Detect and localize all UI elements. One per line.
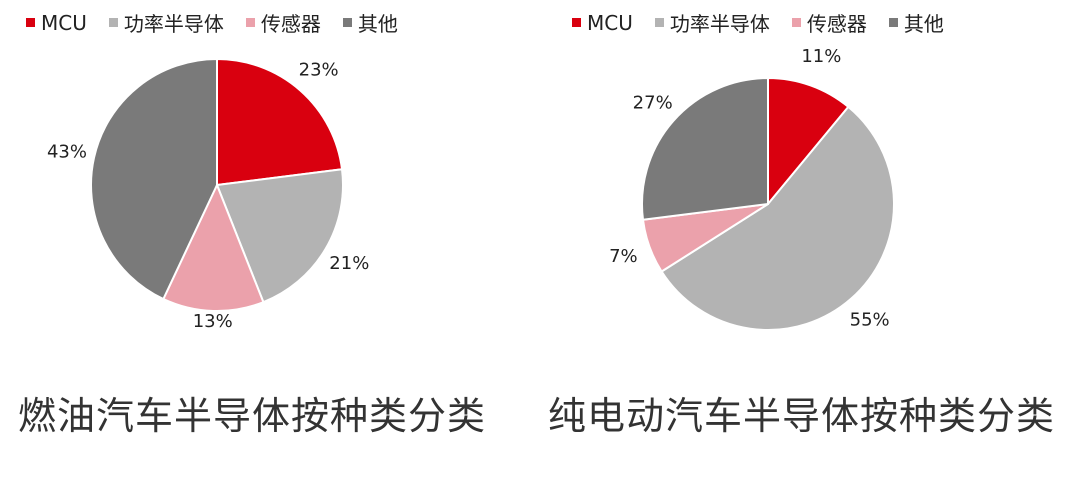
legend-item: 其他	[888, 8, 944, 37]
pie-slice-0-3	[90, 57, 218, 301]
legend-swatch	[245, 18, 255, 27]
legend-right: MCU 功率半导体 传感器 其他	[572, 8, 966, 37]
pie-slice-0-0	[216, 57, 344, 187]
legend-label: 功率半导体	[123, 12, 224, 36]
pie-slice-1-1	[660, 105, 895, 331]
data-label: 13%	[193, 311, 233, 332]
legend-label: 其他	[903, 12, 944, 36]
data-label: 21%	[329, 253, 369, 274]
legend-swatch	[342, 18, 352, 27]
legend-item: 传感器	[791, 8, 867, 37]
legend-swatch	[791, 18, 801, 27]
pie-slice-1-0	[767, 76, 850, 207]
legend-label: 功率半导体	[669, 12, 770, 36]
legend-label: 其他	[357, 12, 398, 36]
chart-title-right: 纯电动汽车半导体按种类分类	[548, 394, 1056, 438]
pie-slice-0-2	[162, 182, 265, 312]
legend-item: MCU	[26, 11, 87, 35]
legend-left: MCU 功率半导体 传感器 其他	[26, 8, 420, 37]
legend-item: 功率半导体	[654, 8, 770, 37]
legend-label: 传感器	[806, 12, 867, 36]
data-label: 7%	[609, 246, 638, 267]
legend-swatch	[572, 18, 581, 27]
pie-slice-1-3	[641, 76, 769, 221]
pie-slice-0-1	[215, 168, 344, 304]
legend-swatch	[654, 18, 664, 27]
legend-swatch	[26, 18, 35, 27]
data-label: 43%	[47, 141, 87, 162]
legend-label: MCU	[587, 10, 633, 35]
legend-item: MCU	[572, 11, 633, 35]
legend-item: 传感器	[245, 8, 321, 37]
data-label: 27%	[633, 92, 673, 113]
legend-item: 功率半导体	[108, 8, 224, 37]
data-label: 55%	[850, 309, 890, 330]
legend-label: 传感器	[260, 12, 321, 36]
legend-item: 其他	[342, 8, 398, 37]
data-label: 11%	[801, 46, 841, 67]
legend-swatch	[888, 18, 898, 27]
legend-label: MCU	[41, 10, 87, 35]
chart-title-left: 燃油汽车半导体按种类分类	[18, 394, 487, 438]
data-label: 23%	[299, 60, 339, 81]
legend-swatch	[108, 18, 118, 27]
